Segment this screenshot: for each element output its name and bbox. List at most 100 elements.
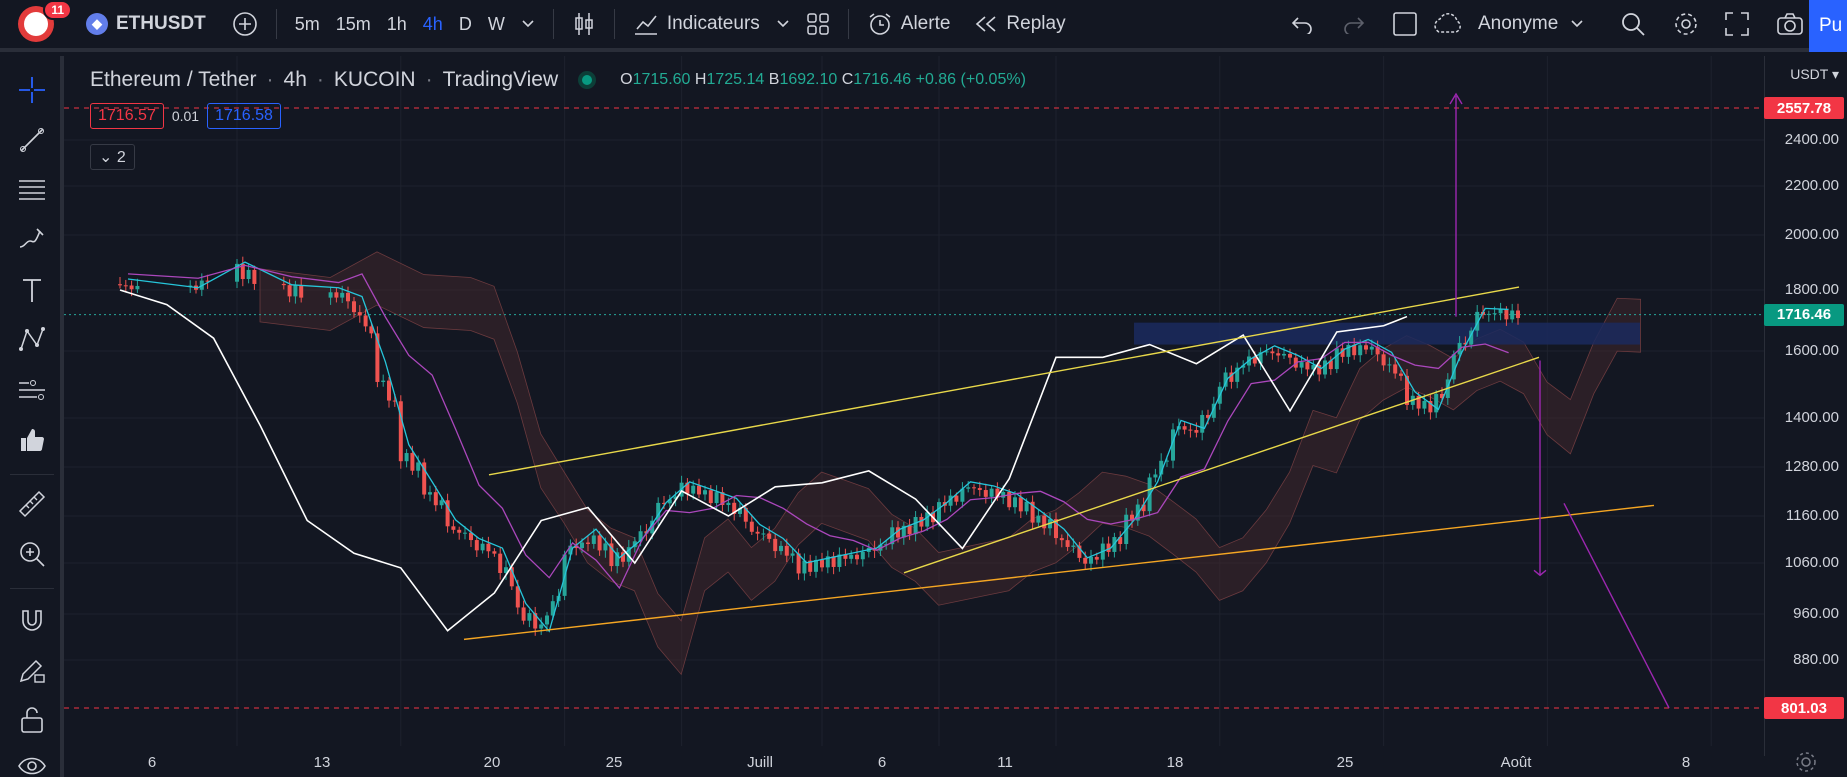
candle-body [1381,354,1386,366]
symbol-label: ETHUSDT [116,13,206,34]
candle-body [1036,515,1041,523]
open-label: O [620,71,633,88]
text-tool[interactable] [16,274,48,306]
replay-button[interactable]: Replay [966,0,1073,50]
candle-body [246,269,251,280]
upper-wedge-trendline [488,286,1520,476]
fullscreen-button[interactable] [1716,0,1758,50]
candle-body [907,525,912,535]
compare-symbol-button[interactable] [224,0,266,50]
chart-type-button[interactable] [564,0,604,50]
candle-body [486,543,491,552]
currency-selector[interactable]: USDT ▾ [1790,66,1839,82]
price-axis[interactable]: USDT ▾ 2400.00 2200.00 2000.00 1800.00 1600.… [1764,56,1847,756]
candle-body [1223,372,1228,387]
search-button[interactable] [1612,0,1654,50]
redo-button[interactable] [1334,0,1374,50]
icon-tool[interactable] [16,424,48,456]
layout-select-button[interactable]: Anonyme [1384,0,1592,50]
ask-price-button[interactable]: 1716.58 [207,103,281,129]
candle-body [123,285,128,287]
legend-separator: · [425,68,433,91]
interval-4h[interactable]: 4h [422,13,443,34]
candle-body [615,552,620,567]
interval-15m[interactable]: 15m [335,13,371,34]
symbol-search-button[interactable]: ◆ ETHUSDT [78,0,214,50]
candle-body [205,280,210,282]
pattern-tool[interactable] [16,324,48,356]
bid-price-button[interactable]: 1716.57 [90,103,164,129]
candle-body [989,488,994,497]
interval-d[interactable]: D [458,13,472,34]
candle-body [603,543,608,551]
trendline-tool[interactable] [16,124,48,156]
lock-drawing-tool[interactable] [16,654,48,686]
candle-body [843,554,848,559]
zoom-in-icon [20,542,45,567]
snapshot-button[interactable] [1768,0,1812,50]
kijun-sen-line [127,264,1509,590]
time-label: 18 [1166,754,1184,771]
candle-body [1130,514,1134,521]
camera-icon [1777,13,1803,35]
measure-tool[interactable] [16,488,48,520]
candle-body [1288,353,1292,358]
toolbar-divider [10,474,54,475]
candle-body [1071,545,1076,547]
candle-body [1299,362,1304,368]
high-value: 1725.14 [706,71,765,88]
candle-body [1089,556,1093,564]
alert-button[interactable]: Alerte [859,0,959,50]
ethereum-icon: ◆ [86,13,108,35]
candle-body [1364,345,1368,350]
candle-body [457,529,462,533]
zoom-tool[interactable] [16,538,48,570]
lower-target-price-tag: 801.03 [1764,697,1844,719]
indicators-button[interactable]: Indicateurs [625,0,768,50]
crosshair-tool[interactable] [16,74,48,106]
settings-button[interactable] [1664,0,1708,50]
candle-body [422,462,427,495]
interval-dropdown-button[interactable] [513,0,543,50]
legend-title[interactable]: Ethereum / Tether [90,68,257,91]
rewind-icon [976,16,996,32]
interval-w[interactable]: W [487,13,505,34]
interval-5m[interactable]: 5m [294,13,320,34]
close-value: 1716.46 [853,71,912,88]
candle-body [1282,353,1286,356]
candle-body [773,538,778,552]
undo-button[interactable] [1282,0,1322,50]
drawing-toolbar [0,56,64,777]
time-label: 11 [997,754,1013,771]
candle-body [849,554,854,559]
magnet-tool[interactable] [16,604,48,636]
interval-1h[interactable]: 1h [386,13,407,34]
close-label: C [841,71,854,88]
candle-body [948,495,953,506]
gear-icon[interactable] [1794,750,1818,774]
candle-body [820,560,824,568]
fib-tool[interactable] [16,174,48,206]
publish-button[interactable]: Pu [1809,0,1847,52]
candle-body [1194,430,1199,433]
price-chart[interactable] [64,56,1764,756]
horizontal-lines-icon [19,180,45,200]
candle-body [732,502,737,514]
open-value: 1715.60 [632,71,691,88]
low-value: 1692.10 [779,71,838,88]
candle-body [708,490,713,504]
visibility-tool[interactable] [16,750,48,777]
toolbar-divider [275,9,277,39]
prediction-tool[interactable] [16,374,48,406]
indicators-label: Indicateurs [666,13,760,34]
brush-tool[interactable] [16,224,48,256]
replay-label: Replay [1006,13,1066,34]
templates-button[interactable] [798,0,838,50]
candle-body [714,492,719,504]
candle-body [118,284,122,286]
indicators-collapse-button[interactable]: ⌄ 2 [90,144,135,170]
indicators-dropdown-button[interactable] [768,0,798,50]
unlock-tool[interactable] [16,704,48,736]
candle-body [1416,395,1421,409]
user-avatar[interactable]: 11 [18,0,72,42]
